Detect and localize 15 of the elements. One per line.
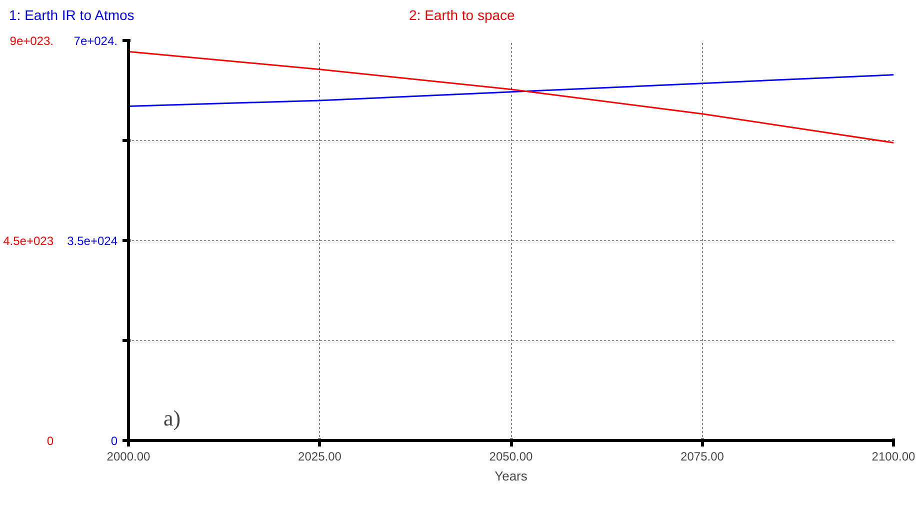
x-tick-label: 2000.00 [106,450,151,464]
annotation: a) [164,406,181,430]
x-tick-label: 2075.00 [680,450,724,464]
y-tick-label: 3.5e+024 [67,234,118,248]
x-tick-label: 2100.00 [872,450,916,464]
x-tick-label: 2050.00 [489,450,534,464]
y2-tick-label: 4.5e+023 [3,234,54,248]
y-tick-label: 0 [110,434,118,448]
y2-tick-label: 9e+023. [10,34,54,48]
text: 1: Earth IR to Atmos [9,6,136,25]
x-tick-label: 2025.00 [298,450,342,464]
text: 2: Earth to space [409,6,516,25]
x-axis-title: Years [494,468,528,484]
y-tick-label: 7e+024. [74,34,118,48]
y2-tick-label: 0 [46,434,54,448]
